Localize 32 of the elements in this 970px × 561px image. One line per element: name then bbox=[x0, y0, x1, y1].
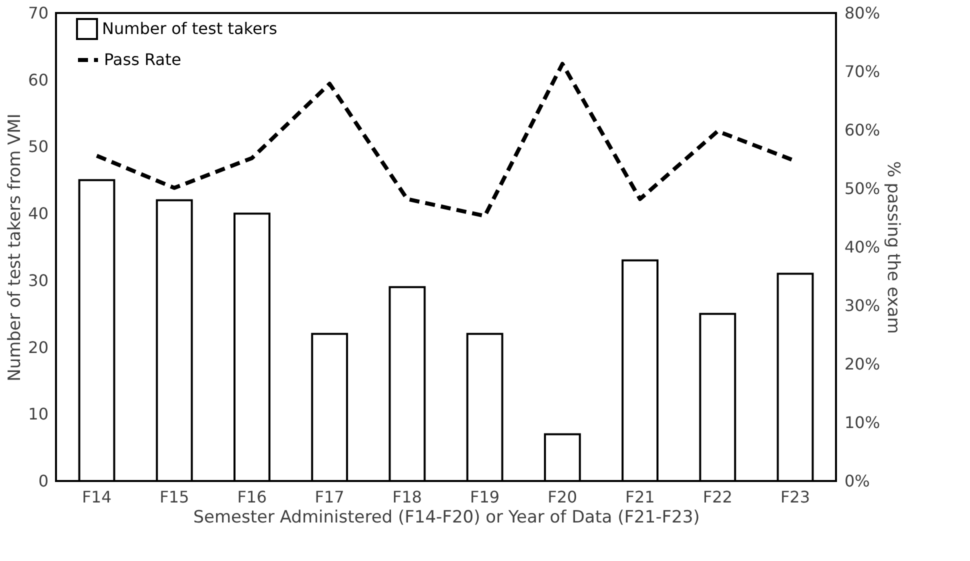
y2-tick-label: 20% bbox=[844, 354, 880, 374]
y-tick-label: 40 bbox=[28, 204, 48, 224]
x-tick-label: F22 bbox=[702, 488, 732, 506]
y2-axis-title: % passing the exam bbox=[883, 161, 904, 334]
legend-label: Pass Rate bbox=[104, 50, 182, 69]
y-axis-title: Number of test takers from VMI bbox=[5, 114, 26, 382]
y-tick-label: 70 bbox=[28, 4, 48, 22]
y2-tick-label: 0% bbox=[844, 472, 870, 490]
y-tick-label: 50 bbox=[28, 137, 48, 156]
y2-tick-label: 10% bbox=[844, 413, 880, 432]
y2-tick-label: 40% bbox=[844, 238, 880, 256]
y2-tick-label: 60% bbox=[844, 120, 880, 140]
x-tick-label: F18 bbox=[392, 488, 422, 506]
y-tick-label: 60 bbox=[28, 70, 48, 90]
y2-tick-label: 80% bbox=[844, 4, 880, 22]
y2-tick-label: 50% bbox=[844, 179, 880, 198]
x-tick-label: F16 bbox=[237, 488, 267, 506]
x-tick-label: F20 bbox=[548, 488, 578, 506]
x-tick-label: F17 bbox=[314, 488, 344, 506]
y-tick-label: 0 bbox=[38, 472, 48, 490]
legend-label: Number of test takers bbox=[102, 19, 278, 38]
y2-tick-label: 70% bbox=[844, 62, 880, 81]
x-tick-label: F19 bbox=[470, 488, 500, 506]
x-tick-label: F21 bbox=[625, 488, 655, 506]
x-tick-label: F14 bbox=[82, 488, 112, 506]
x-axis-title: Semester Administered (F14-F20) or Year of Data (F21-F23) bbox=[193, 508, 700, 528]
x-tick-label: F23 bbox=[780, 488, 810, 506]
y2-tick-label: 30% bbox=[844, 296, 880, 315]
y-tick-label: 10 bbox=[28, 404, 48, 424]
y-tick-label: 30 bbox=[28, 270, 48, 290]
y-tick-label: 20 bbox=[28, 338, 48, 357]
x-tick-label: F15 bbox=[160, 488, 190, 506]
